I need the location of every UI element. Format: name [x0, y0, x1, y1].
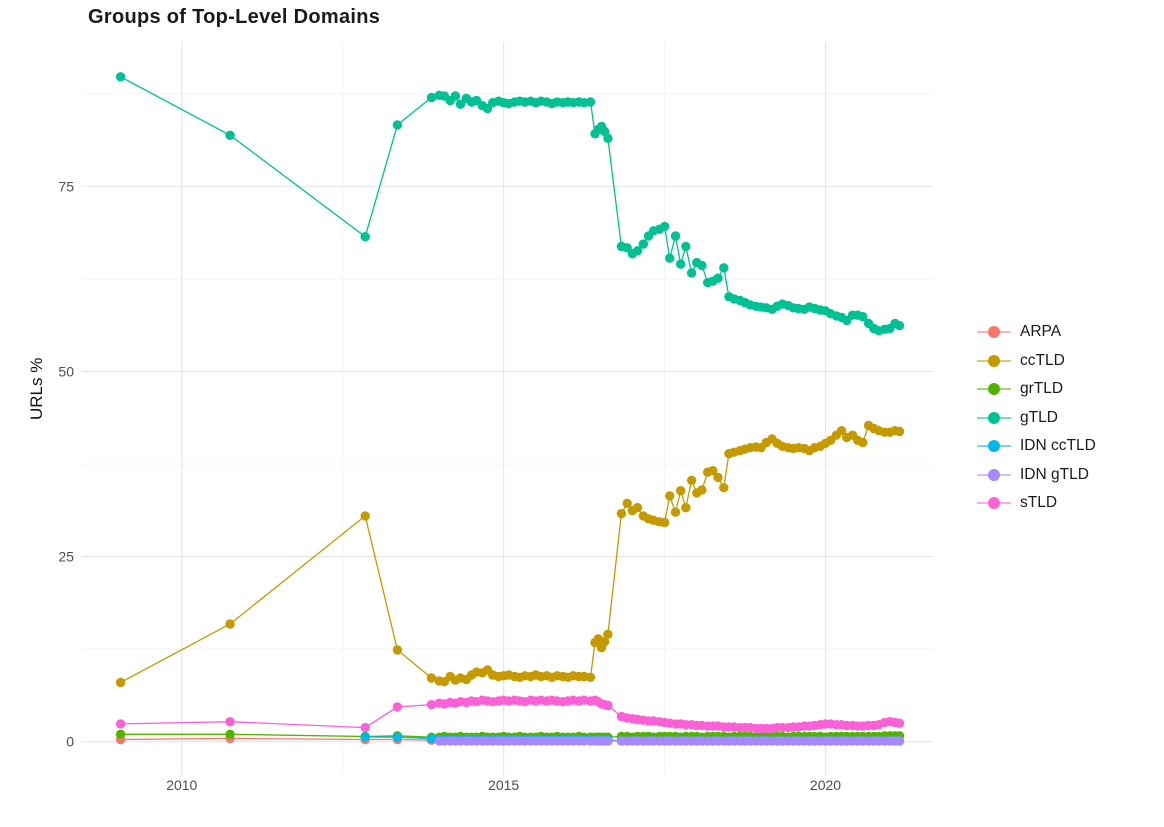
- data-point-gtld: [450, 91, 461, 101]
- legend-key-icon: [977, 322, 1011, 342]
- data-point-cctld: [115, 677, 126, 688]
- data-point-cctld: [659, 517, 670, 528]
- legend-key-icon: [977, 493, 1011, 513]
- legend-item-label: sTLD: [1020, 494, 1058, 511]
- data-point-cctld: [681, 503, 691, 513]
- legend-item-label: ARPA: [1020, 323, 1062, 340]
- data-point-cctld: [713, 472, 723, 483]
- data-point-grtld: [225, 729, 235, 739]
- data-point-gtld: [858, 312, 868, 322]
- legend-item-label: IDN ccTLD: [1020, 437, 1096, 454]
- y-tick-label: 0: [66, 734, 74, 750]
- legend-item-gtld: gTLD: [977, 408, 1096, 428]
- data-point-cctld: [585, 672, 596, 682]
- legend-item-label: ccTLD: [1020, 351, 1065, 369]
- data-point-gtld: [665, 253, 675, 263]
- data-point-gtld: [713, 273, 723, 283]
- data-point-idn-gtld: [603, 736, 613, 746]
- legend-key-icon: [977, 351, 1011, 371]
- data-point-gtld: [603, 133, 613, 143]
- x-tick-label: 2020: [810, 777, 841, 793]
- data-point-cctld: [600, 637, 610, 647]
- data-point-cctld: [603, 629, 613, 639]
- data-point-stld: [392, 702, 403, 712]
- legend-item-label: IDN gTLD: [1020, 465, 1089, 483]
- data-point-cctld: [665, 491, 675, 501]
- data-point-cctld: [622, 498, 632, 508]
- data-point-cctld: [392, 645, 403, 655]
- data-point-gtld: [719, 263, 729, 273]
- legend-item-cctld: ccTLD: [977, 351, 1096, 371]
- data-point-cctld: [426, 673, 437, 683]
- data-point-idn-cctld: [360, 732, 370, 742]
- data-point-gtld: [659, 221, 670, 232]
- data-point-cctld: [858, 437, 868, 448]
- data-point-gtld: [225, 130, 235, 140]
- data-point-cctld: [360, 511, 370, 521]
- data-point-cctld: [670, 507, 681, 517]
- data-point-idn-cctld: [392, 732, 403, 742]
- legend-item-label: grTLD: [1020, 380, 1064, 397]
- data-point-gtld: [115, 72, 126, 82]
- data-point-cctld: [225, 619, 235, 629]
- data-point-stld: [225, 717, 235, 727]
- data-point-gtld: [686, 268, 697, 278]
- data-point-stld: [603, 700, 613, 711]
- x-tick-label: 2010: [166, 777, 197, 793]
- data-point-cctld: [676, 486, 686, 496]
- chart-title: Groups of Top-Level Domains: [88, 6, 381, 28]
- data-point-cctld: [719, 483, 729, 493]
- data-point-gtld: [676, 259, 686, 269]
- legend-item-idn-cctld: IDN ccTLD: [977, 436, 1096, 456]
- data-point-gtld: [894, 320, 905, 331]
- data-point-gtld: [455, 99, 466, 109]
- data-point-cctld: [632, 503, 643, 513]
- data-point-idn-gtld: [894, 736, 905, 746]
- legend-key-icon: [977, 465, 1011, 485]
- data-point-grtld: [115, 729, 126, 739]
- data-point-gtld: [585, 97, 596, 107]
- data-point-cctld: [686, 475, 697, 485]
- data-point-gtld: [670, 231, 681, 241]
- y-tick-label: 50: [58, 363, 74, 379]
- x-tick-label: 2015: [488, 777, 519, 793]
- data-point-cctld: [894, 426, 905, 437]
- legend-item-arpa: ARPA: [977, 322, 1096, 342]
- data-point-gtld: [426, 92, 437, 103]
- data-point-gtld: [392, 120, 403, 130]
- data-point-cctld: [616, 508, 627, 519]
- legend-key-icon: [977, 379, 1011, 399]
- legend-item-grtld: grTLD: [977, 379, 1096, 399]
- series-line-gtld: [120, 76, 900, 332]
- legend-item-stld: sTLD: [977, 493, 1096, 513]
- data-point-gtld: [681, 241, 691, 252]
- data-point-idn-cctld: [426, 734, 437, 744]
- data-point-stld: [115, 719, 126, 729]
- y-tick-label: 75: [58, 178, 74, 194]
- legend-key-icon: [977, 436, 1011, 456]
- data-point-stld: [426, 700, 437, 710]
- data-point-cctld: [836, 426, 847, 436]
- data-point-stld: [360, 722, 370, 733]
- data-point-gtld: [632, 246, 643, 256]
- legend: ARPA ccTLD grTLD gTLD IDN ccTLD IDN gTLD sTLD: [977, 322, 1096, 513]
- legend-key-icon: [977, 408, 1011, 428]
- data-point-stld: [894, 718, 905, 728]
- data-point-gtld: [638, 239, 648, 249]
- y-tick-label: 25: [58, 549, 74, 565]
- data-point-gtld: [360, 232, 370, 242]
- data-point-cctld: [697, 485, 707, 495]
- legend-item-label: gTLD: [1020, 408, 1058, 426]
- legend-item-idn-gtld: IDN gTLD: [977, 465, 1096, 485]
- data-point-gtld: [697, 260, 707, 271]
- data-point-cctld: [708, 466, 718, 476]
